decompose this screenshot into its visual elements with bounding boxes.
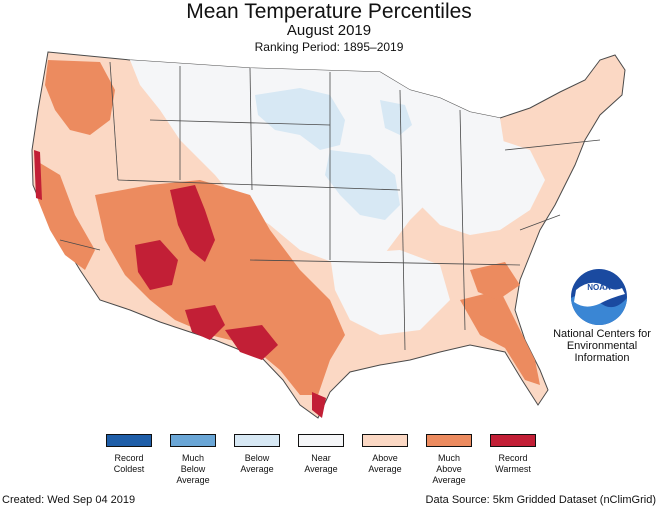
region-record-warmest-arizona	[135, 240, 178, 290]
legend-swatch	[234, 434, 280, 447]
legend-item: Record Coldest	[98, 434, 160, 475]
region-near-average-south	[330, 250, 450, 335]
legend-item: Near Average	[290, 434, 352, 475]
legend-item: Above Average	[354, 434, 416, 475]
legend-swatch	[106, 434, 152, 447]
region-record-warmest-california-coast	[34, 150, 42, 200]
region-near-average-east	[420, 140, 545, 235]
region-much-above-california	[35, 160, 95, 270]
region-below-average-dakotas	[255, 88, 345, 150]
legend-swatch	[490, 434, 536, 447]
noaa-logo-text: NOAA	[587, 283, 611, 292]
region-record-warmest-colorado	[170, 185, 215, 262]
map-title: Mean Temperature Percentiles	[186, 0, 472, 23]
region-much-above-gulf	[460, 290, 540, 385]
legend-item: Record Warmest	[482, 434, 544, 475]
map-subtitle: August 2019	[286, 22, 372, 39]
noaa-logo: NOAA	[570, 268, 628, 326]
region-much-above-pnw	[45, 60, 115, 135]
legend-label: Record Warmest	[495, 453, 531, 474]
organization-name: National Centers for Environmental Infor…	[553, 328, 651, 364]
created-date: Created: Wed Sep 04 2019	[2, 494, 136, 506]
region-much-above-southeast	[470, 262, 520, 300]
legend-swatch	[298, 434, 344, 447]
legend-label: Above Average	[368, 453, 402, 474]
region-much-above-southwest	[95, 180, 345, 395]
legend-label: Near Average	[304, 453, 338, 474]
region-record-warmest-texas-coast	[312, 392, 326, 418]
legend-item: Much Below Average	[162, 434, 224, 486]
region-record-warmest-newmexico	[185, 305, 225, 340]
legend-label: Below Average	[240, 453, 274, 474]
legend: Record Coldest Much Below Average Below Av…	[98, 434, 548, 494]
ranking-period: Ranking Period: 1895–2019	[254, 40, 404, 54]
state-borders	[59, 61, 601, 351]
region-below-average-plains	[325, 150, 400, 220]
legend-item: Below Average	[226, 434, 288, 475]
legend-label: Much Above Average	[432, 453, 466, 485]
legend-swatch	[170, 434, 216, 447]
legend-label: Record Coldest	[113, 453, 145, 474]
legend-swatch	[426, 434, 472, 447]
region-below-average-wisconsin	[380, 100, 412, 135]
legend-item: Much Above Average	[418, 434, 480, 486]
legend-label: Much Below Average	[176, 453, 210, 485]
region-record-warmest-texas-west	[225, 325, 278, 360]
data-source: Data Source: 5km Gridded Dataset (nClimG…	[425, 494, 656, 506]
region-near-average-north	[130, 60, 505, 265]
noaa-emblem-icon: NOAA	[571, 269, 627, 325]
legend-swatch	[362, 434, 408, 447]
